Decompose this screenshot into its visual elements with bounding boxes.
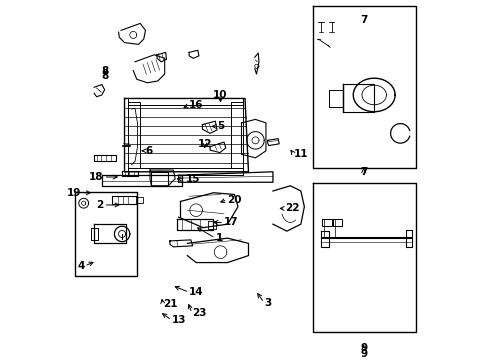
Text: 6: 6 bbox=[146, 146, 153, 156]
Text: 7: 7 bbox=[360, 167, 368, 177]
Text: 19: 19 bbox=[67, 188, 81, 198]
Text: 17: 17 bbox=[224, 217, 239, 228]
Text: 8: 8 bbox=[102, 71, 109, 81]
Text: 21: 21 bbox=[163, 300, 177, 310]
Text: 10: 10 bbox=[213, 90, 228, 100]
Text: 4: 4 bbox=[77, 261, 84, 271]
Text: 16: 16 bbox=[189, 100, 204, 111]
Text: 12: 12 bbox=[197, 139, 212, 149]
Text: 7: 7 bbox=[360, 15, 368, 25]
Text: 9: 9 bbox=[360, 349, 368, 359]
Text: 8: 8 bbox=[102, 66, 109, 76]
Text: 22: 22 bbox=[285, 203, 300, 213]
Text: 20: 20 bbox=[227, 195, 242, 205]
Text: 18: 18 bbox=[89, 172, 103, 182]
Text: 5: 5 bbox=[217, 121, 224, 131]
Text: 13: 13 bbox=[172, 315, 186, 325]
Text: 11: 11 bbox=[294, 149, 308, 159]
Text: 15: 15 bbox=[186, 174, 200, 184]
Text: 3: 3 bbox=[264, 298, 271, 308]
Text: 1: 1 bbox=[215, 233, 222, 243]
Text: 2: 2 bbox=[97, 200, 103, 210]
Text: 9: 9 bbox=[360, 343, 368, 353]
Text: 14: 14 bbox=[189, 287, 204, 297]
Text: 23: 23 bbox=[192, 308, 206, 318]
